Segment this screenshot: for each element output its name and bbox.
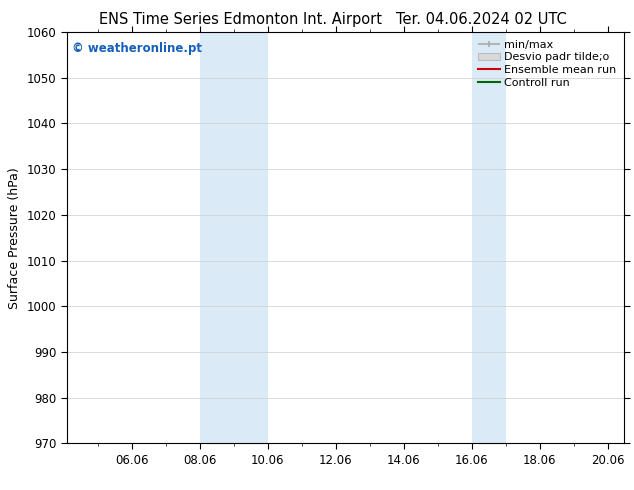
Y-axis label: Surface Pressure (hPa): Surface Pressure (hPa) <box>8 167 21 309</box>
Text: Ter. 04.06.2024 02 UTC: Ter. 04.06.2024 02 UTC <box>396 12 567 27</box>
Legend: min/max, Desvio padr tilde;o, Ensemble mean run, Controll run: min/max, Desvio padr tilde;o, Ensemble m… <box>476 37 619 90</box>
Text: © weatheronline.pt: © weatheronline.pt <box>72 42 202 55</box>
Bar <box>472 32 505 443</box>
Bar <box>200 32 268 443</box>
Text: ENS Time Series Edmonton Int. Airport: ENS Time Series Edmonton Int. Airport <box>100 12 382 27</box>
